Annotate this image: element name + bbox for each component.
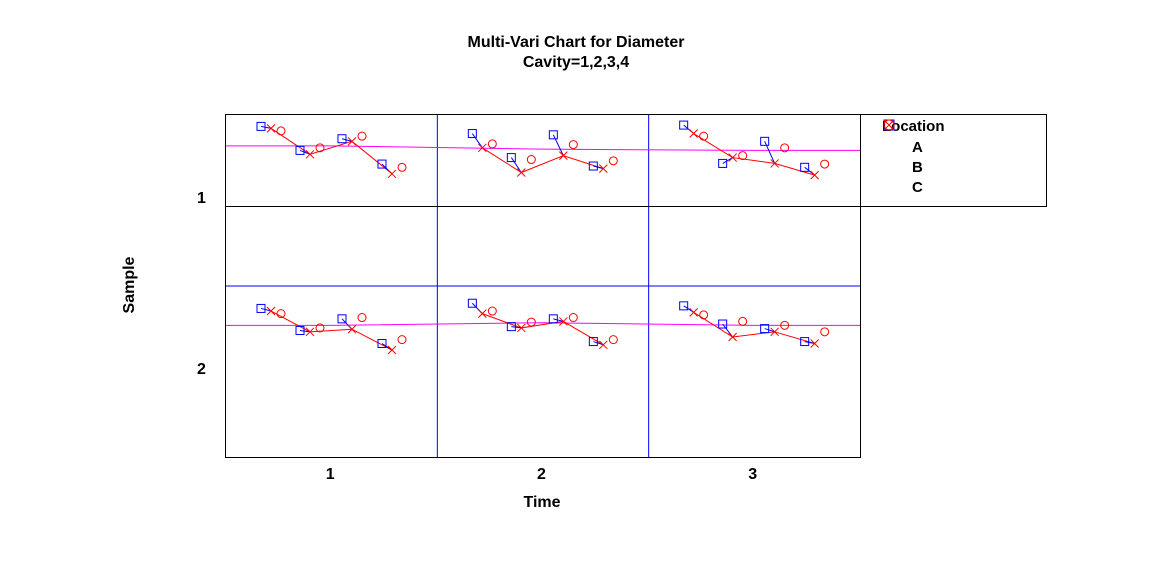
legend-item-label: C [912,179,923,196]
chart-title-line2: Cavity=1,2,3,4 [0,54,1152,72]
legend-item-C: C [882,177,945,197]
col-label-2: 2 [537,466,546,484]
y-axis-label: Sample [121,257,139,314]
plot-area [225,114,861,458]
chart-title-line1: Multi-Vari Chart for Diameter [0,34,1152,52]
col-label-1: 1 [326,466,335,484]
legend: Location ABC [882,118,945,197]
legend-item-A: A [882,137,945,157]
legend-item-label: A [912,139,923,156]
plot-svg [226,115,860,457]
legend-item-label: B [912,159,923,176]
legend-item-B: B [882,157,945,177]
col-label-3: 3 [748,466,757,484]
row-label-2: 2 [197,361,206,379]
x-axis-label: Time [523,494,560,512]
chart-container: Multi-Vari Chart for Diameter Cavity=1,2… [0,0,1152,576]
row-label-1: 1 [197,190,206,208]
